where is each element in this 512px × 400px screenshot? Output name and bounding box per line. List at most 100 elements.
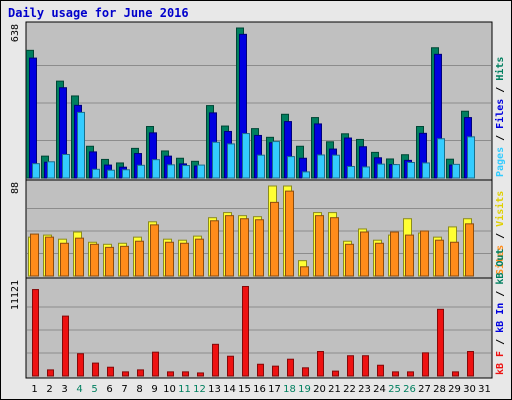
bar-kbytes-day-15: [242, 285, 249, 377]
day-label-19: 19: [298, 384, 311, 395]
panel-middle-max-label: 88: [10, 182, 21, 194]
bar-kbytes-day-29: [452, 371, 459, 377]
bar-sites-day-15: [240, 218, 249, 277]
bar-kbytes-day-26: [407, 371, 414, 377]
day-label-27: 27: [418, 384, 431, 395]
panel-middle: 88 Sites / Visits: [10, 179, 506, 279]
bar-sites-day-16: [255, 219, 264, 277]
bar-sites-day-29: [450, 241, 459, 277]
bar-pages-day-13: [212, 141, 220, 179]
day-labels: 1 2 3 4 5 6 7 8 9 10 11 12 13 14 15 16 17 18 19 20 21 22 23 24 2…: [31, 384, 491, 395]
legend-part-4: kB Out: [495, 249, 506, 285]
bar-kbytes-day-12: [197, 372, 204, 377]
day-label-2: 2: [46, 384, 52, 395]
bar-sites-day-26: [405, 234, 414, 277]
bar-pages-day-10: [167, 164, 175, 179]
bar-pages-day-7: [122, 169, 130, 179]
bar-sites-day-24: [375, 242, 384, 277]
day-label-22: 22: [343, 384, 356, 395]
bar-pages-day-22: [347, 165, 355, 179]
bar-sites-day-25: [390, 231, 399, 277]
bar-sites-day-22: [345, 243, 354, 277]
bar-pages-day-27: [422, 162, 430, 179]
bar-kbytes-day-24: [377, 364, 384, 377]
day-label-23: 23: [358, 384, 371, 395]
day-label-5: 5: [91, 384, 97, 395]
bar-sites-day-11: [180, 242, 189, 277]
bar-sites-day-9: [150, 224, 159, 277]
bar-kbytes-day-17: [272, 365, 279, 377]
day-label-1: 1: [31, 384, 37, 395]
legend-part-0: Pages: [495, 147, 506, 177]
bar-kbytes-day-11: [182, 371, 189, 377]
panel-bottom-max-label: 11121: [10, 280, 21, 310]
day-label-3: 3: [61, 384, 67, 395]
day-label-18: 18: [283, 384, 296, 395]
bar-pages-day-28: [437, 138, 445, 179]
legend-part-1: /: [495, 227, 506, 245]
bar-pages-day-3: [62, 153, 70, 179]
bar-kbytes-day-28: [437, 308, 444, 377]
bar-pages-day-8: [137, 164, 145, 179]
bar-pages-day-5: [92, 168, 100, 179]
day-label-12: 12: [193, 384, 206, 395]
day-label-10: 10: [163, 384, 176, 395]
day-label-4: 4: [76, 384, 82, 395]
bar-pages-day-9: [152, 159, 160, 179]
panel-top: 638 Pages / Files / Hits: [10, 21, 506, 181]
day-label-29: 29: [448, 384, 461, 395]
bar-kbytes-day-3: [62, 315, 69, 377]
bar-kbytes-day-2: [47, 369, 54, 377]
day-label-31: 31: [478, 384, 491, 395]
day-label-21: 21: [328, 384, 341, 395]
legend-part-0: kB F: [495, 351, 506, 375]
panel-middle-legend: Sites / Visits: [494, 191, 506, 275]
day-label-16: 16: [253, 384, 266, 395]
bar-pages-day-24: [377, 163, 385, 179]
bar-kbytes-day-13: [212, 343, 219, 377]
bar-pages-day-26: [407, 161, 415, 179]
day-label-6: 6: [106, 384, 112, 395]
bar-sites-day-8: [135, 240, 144, 277]
bar-pages-day-23: [362, 166, 370, 179]
bar-kbytes-day-9: [152, 351, 159, 377]
bar-pages-day-12: [197, 164, 205, 179]
bar-sites-day-28: [435, 239, 444, 277]
bar-sites-day-17: [270, 201, 279, 277]
bar-kbytes-day-1: [32, 289, 39, 377]
bar-sites-day-1: [30, 233, 39, 277]
panel-bottom-legend: kB F / kB In / kB Out: [495, 249, 506, 375]
day-label-17: 17: [268, 384, 281, 395]
bar-sites-day-6: [105, 246, 114, 277]
bar-sites-day-14: [225, 215, 234, 277]
bar-pages-day-16: [257, 154, 265, 179]
bar-kbytes-day-27: [422, 352, 429, 377]
bar-kbytes-day-6: [107, 366, 114, 377]
day-label-25: 25: [388, 384, 401, 395]
bar-sites-day-20: [315, 215, 324, 277]
day-label-7: 7: [121, 384, 127, 395]
bar-sites-day-2: [45, 236, 54, 277]
bar-sites-day-12: [195, 238, 204, 277]
legend-part-3: /: [495, 285, 506, 303]
bar-kbytes-day-23: [362, 355, 369, 377]
bar-kbytes-day-25: [392, 371, 399, 377]
bar-pages-day-20: [317, 154, 325, 179]
bar-kbytes-day-14: [227, 355, 234, 377]
day-label-30: 30: [463, 384, 476, 395]
legend-part-3: /: [495, 81, 506, 99]
legend-part-4: Hits: [494, 57, 506, 81]
bar-pages-day-15: [242, 133, 250, 179]
day-label-20: 20: [313, 384, 326, 395]
bar-kbytes-day-16: [257, 363, 264, 377]
day-label-8: 8: [136, 384, 142, 395]
bar-sites-day-7: [120, 245, 129, 277]
legend-part-0: Sites: [494, 245, 506, 275]
bar-pages-day-14: [227, 143, 235, 179]
day-label-26: 26: [403, 384, 416, 395]
bar-files-day-1: [29, 57, 37, 179]
bar-sites-day-18: [285, 190, 294, 277]
bar-kbytes-day-20: [317, 351, 324, 377]
legend-part-1: /: [495, 129, 506, 147]
bar-kbytes-day-5: [92, 362, 99, 377]
